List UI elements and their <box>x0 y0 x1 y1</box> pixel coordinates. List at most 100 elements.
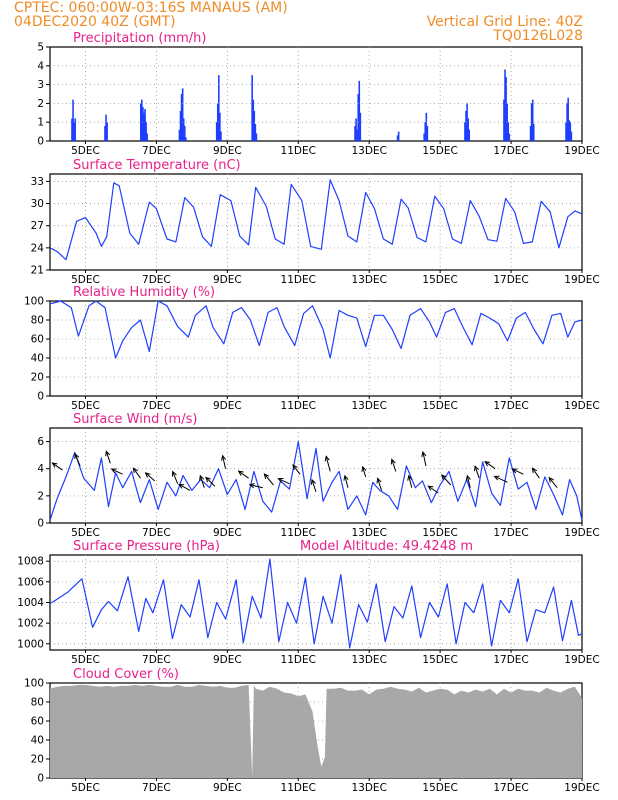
x-tick-label: 9DEC <box>213 274 242 286</box>
wind-arrow-head <box>421 450 427 458</box>
wind-arrow-shaft <box>278 478 290 485</box>
y-tick-label: 3 <box>37 79 44 91</box>
precip-bar <box>253 110 256 141</box>
wind-arrow-shaft <box>133 467 141 479</box>
series-line-wind <box>49 441 583 521</box>
series-line-pressure <box>49 558 583 649</box>
precip-bar <box>73 122 75 141</box>
panel-title-temperature: Surface Temperature (nC) <box>73 158 241 173</box>
x-tick-label: 7DEC <box>142 145 171 157</box>
x-tick-label: 15DEC <box>422 274 457 286</box>
x-tick-label: 11DEC <box>281 145 316 157</box>
x-tick-label: 15DEC <box>422 782 457 794</box>
wind-arrow <box>74 452 81 467</box>
precip-bar <box>504 69 506 141</box>
wind-arrow <box>531 467 540 479</box>
series-line-temperature <box>49 179 583 261</box>
precip-bar <box>464 122 466 141</box>
wind-arrow-head <box>205 476 211 483</box>
precip-bar <box>359 112 362 141</box>
precip-bar <box>216 103 219 141</box>
precip-bar <box>139 103 142 141</box>
x-tick-label: 17DEC <box>493 527 528 539</box>
wind-arrow-shaft <box>391 459 397 472</box>
wind-arrow <box>237 470 249 479</box>
precip-bar <box>356 129 358 141</box>
x-tick-label: 19DEC <box>564 400 599 412</box>
precip-bar <box>529 125 532 141</box>
wind-arrow-head <box>171 470 177 477</box>
precip-bar <box>565 122 567 141</box>
wind-arrow <box>221 454 227 469</box>
y-tick-label: 1000 <box>17 638 44 650</box>
wind-arrow-head <box>248 483 255 489</box>
x-tick-label: 13DEC <box>351 145 386 157</box>
wind-arrow-shaft <box>344 475 349 488</box>
wind-arrow-head <box>144 472 151 478</box>
precip-bar <box>566 103 568 141</box>
y-tick-label: 33 <box>31 176 44 188</box>
x-tick-label: 7DEC <box>142 782 171 794</box>
wind-arrow-shaft <box>222 455 227 469</box>
y-tick-label: 60 <box>31 716 44 728</box>
wind-arrow-head <box>361 465 367 472</box>
header-run-date: 04DEC2020 40Z (GMT) <box>14 14 176 30</box>
wind-arrow-shaft <box>466 475 471 488</box>
precip-bar <box>254 124 257 141</box>
panel-frame-humidity <box>49 300 583 397</box>
wind-arrow <box>51 462 63 471</box>
y-tick-label: 40 <box>31 353 44 365</box>
wind-arrow-head <box>407 474 413 481</box>
y-tick-label: 0 <box>37 518 44 530</box>
precip-bar <box>145 122 147 141</box>
precip-bar <box>567 97 569 141</box>
wind-arrow-shaft <box>422 451 427 467</box>
wind-arrow <box>484 461 496 470</box>
precip-bar <box>506 103 508 141</box>
x-tick-label: 5DEC <box>71 654 100 666</box>
y-tick-label: 0 <box>37 391 44 403</box>
wind-arrow-head <box>199 474 205 481</box>
y-tick-label: 6 <box>37 436 44 448</box>
precip-bar <box>355 118 357 141</box>
wind-arrow-head <box>110 468 117 474</box>
x-tick-label: 17DEC <box>493 274 528 286</box>
y-tick-label: 40 <box>31 735 44 747</box>
y-tick-label: 100 <box>24 296 44 308</box>
wind-arrow-head <box>441 474 447 480</box>
precip-bar <box>424 122 427 141</box>
wind-arrow-shaft <box>74 453 81 467</box>
panel-wind: Surface Wind (m/s) 0 2 4 6 5DEC 7DEC 9DEC 11DEC 1… <box>37 412 599 539</box>
wind-arrow <box>144 472 155 482</box>
x-tick-label: 15DEC <box>422 527 457 539</box>
wind-arrow <box>407 474 413 488</box>
panels: Precipitation (mm/h) 0 1 2 3 4 5 5DEC 7DEC 9DEC 11… <box>17 31 599 794</box>
y-tick-label: 4 <box>37 60 44 72</box>
precip-bar <box>568 120 571 141</box>
cloud-area <box>50 684 582 778</box>
y-tick-label: 100 <box>24 678 44 690</box>
wind-arrow <box>493 475 508 483</box>
y-tick-label: 21 <box>31 265 44 277</box>
x-tick-label: 17DEC <box>493 782 528 794</box>
wind-arrow-head <box>484 461 491 467</box>
x-tick-label: 17DEC <box>493 400 528 412</box>
wind-arrow-shaft <box>111 468 123 475</box>
x-tick-label: 19DEC <box>564 782 599 794</box>
precip-bar <box>397 131 400 141</box>
precip-bar <box>468 129 471 141</box>
wind-arrow-shaft <box>377 478 383 491</box>
precip-bar <box>180 94 183 141</box>
x-tick-label: 9DEC <box>213 782 242 794</box>
precip-bar <box>466 103 468 141</box>
precip-bar <box>181 88 184 141</box>
wind-arrow-shaft <box>362 466 367 478</box>
y-tick-label: 1008 <box>17 556 44 568</box>
wind-arrow-head <box>474 465 479 472</box>
precip-bar <box>426 125 429 141</box>
wind-arrow-shaft <box>172 471 179 484</box>
wind-arrow <box>205 476 216 487</box>
wind-arrow-head <box>376 477 382 484</box>
x-tick-label: 7DEC <box>142 274 171 286</box>
wind-arrow-shaft <box>249 484 263 489</box>
